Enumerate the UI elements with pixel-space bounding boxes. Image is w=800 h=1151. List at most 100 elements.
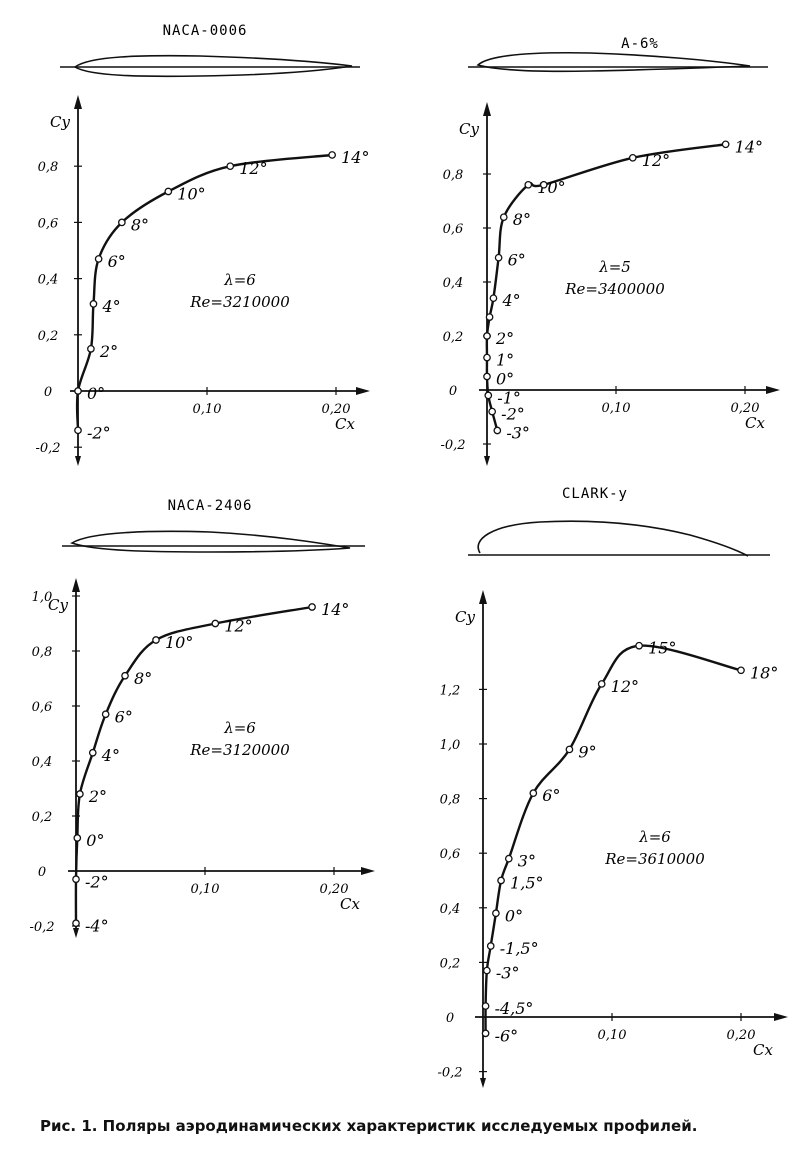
annotation: Re=3610000: [604, 850, 705, 868]
y-tick-label: 0: [446, 1011, 454, 1026]
chart-title: CLARK-y: [562, 486, 628, 502]
x-axis-label: Cx: [335, 415, 355, 433]
data-point: [483, 966, 491, 975]
angle-label: -3°: [496, 964, 520, 983]
figure-caption: Рис. 1. Поляры аэродинамических характер…: [40, 1117, 698, 1135]
annotation: λ=5: [598, 258, 631, 276]
data-point: [72, 875, 80, 884]
y-axis-arrow: [483, 102, 491, 116]
data-point: [76, 790, 84, 798]
angle-label: 12°: [611, 677, 639, 696]
y-tick-label: 0,6: [440, 847, 461, 862]
x-tick-label: 0,20: [727, 1028, 756, 1043]
angle-label: 6°: [115, 707, 133, 726]
angle-label: -2°: [87, 423, 111, 442]
data-point: [489, 294, 498, 303]
y-tick-label: 0,6: [38, 216, 59, 231]
data-point: [524, 180, 533, 189]
angle-label: 2°: [99, 342, 118, 361]
annotation: λ=6: [223, 271, 256, 289]
x-tick-label: 0,10: [602, 401, 631, 416]
y-tick-label: 0: [38, 865, 46, 880]
data-point: [492, 909, 500, 918]
angle-label: 6°: [508, 251, 526, 270]
y-tick-label: 0,2: [32, 810, 53, 825]
data-point: [94, 255, 103, 263]
y-tick-label: 0: [44, 385, 52, 400]
angle-label: -6°: [495, 1026, 519, 1045]
y-tick-label: 0,2: [38, 329, 59, 344]
x-axis-arrow: [356, 387, 370, 395]
y-axis-label: Cy: [455, 608, 475, 626]
angle-label: -3°: [506, 424, 530, 443]
angle-label: 8°: [131, 215, 149, 234]
angle-label: 0°: [505, 906, 523, 925]
angle-label: 4°: [501, 291, 520, 310]
data-point: [74, 426, 82, 435]
annotation: Re=3210000: [189, 293, 290, 311]
chart-title: NACA-0006: [163, 23, 248, 39]
data-point: [488, 407, 497, 416]
angle-label: -1°: [497, 388, 521, 407]
data-point: [72, 919, 80, 928]
angle-label: 3°: [518, 852, 536, 871]
data-point: [504, 854, 513, 863]
data-point: [737, 666, 745, 675]
y-tick-label: 0,8: [443, 168, 464, 183]
data-point: [88, 748, 97, 757]
x-tick-label: 0,20: [731, 401, 760, 416]
x-axis-label: Cx: [340, 895, 360, 913]
x-tick-label: 0,20: [320, 882, 349, 897]
x-tick-label: 0,20: [322, 402, 351, 417]
y-tick-label: 0,6: [443, 222, 464, 237]
data-point: [565, 745, 574, 754]
angle-label: 0°: [86, 831, 104, 850]
data-point: [328, 151, 336, 159]
y-tick-label: 0,2: [440, 956, 461, 971]
data-point: [164, 187, 173, 196]
angle-label: 8°: [134, 669, 152, 688]
angle-label: -2°: [85, 872, 109, 891]
angle-label: -4°: [85, 916, 109, 935]
y-tick-label: -0,2: [437, 1066, 462, 1081]
data-point: [152, 636, 160, 644]
data-point: [481, 1002, 490, 1010]
y-axis-bottom-arrow: [73, 928, 79, 938]
data-point: [721, 140, 730, 149]
x-tick-label: 0,10: [191, 882, 220, 897]
angle-label: 15°: [648, 639, 676, 658]
angle-label: 2°: [495, 329, 514, 348]
chart-title: A-6%: [621, 36, 659, 52]
data-point: [483, 332, 491, 340]
data-point: [483, 372, 491, 381]
angle-label: 6°: [108, 252, 126, 271]
data-point: [529, 789, 538, 797]
angle-label: 12°: [642, 151, 670, 170]
y-axis-bottom-arrow: [484, 456, 490, 466]
y-tick-label: 0,6: [32, 700, 53, 715]
angle-label: 12°: [224, 617, 252, 636]
chart-a-6: A-6% Cy Cx -0,2 0 0,2 0,4 0,6 0,8 0,10 0,20 λ=5 Re=3…: [440, 36, 780, 466]
airfoil-naca-0006-drawing: [60, 54, 360, 78]
y-tick-label: 0,4: [32, 755, 53, 770]
data-point: [493, 426, 502, 435]
angle-label: 8°: [513, 210, 531, 229]
data-point: [74, 387, 82, 395]
x-axis-arrow: [774, 1013, 788, 1021]
data-point: [597, 680, 606, 688]
data-point: [308, 603, 316, 611]
polar-curve: [74, 605, 313, 924]
angle-label: -2°: [501, 405, 525, 424]
data-point: [485, 313, 494, 321]
angle-label: 10°: [165, 633, 193, 652]
airfoil-clark-y-drawing: [468, 520, 770, 557]
angle-label: -4,5°: [495, 999, 534, 1018]
y-tick-label: 0,8: [32, 645, 53, 660]
angle-label: 6°: [542, 786, 560, 805]
angle-label: 14°: [341, 148, 369, 167]
angle-label: 10°: [177, 184, 205, 203]
angle-label: 14°: [321, 600, 349, 619]
angle-label: 4°: [101, 746, 120, 765]
y-tick-label: 0,8: [440, 793, 461, 808]
y-tick-label: 1,0: [440, 738, 461, 753]
